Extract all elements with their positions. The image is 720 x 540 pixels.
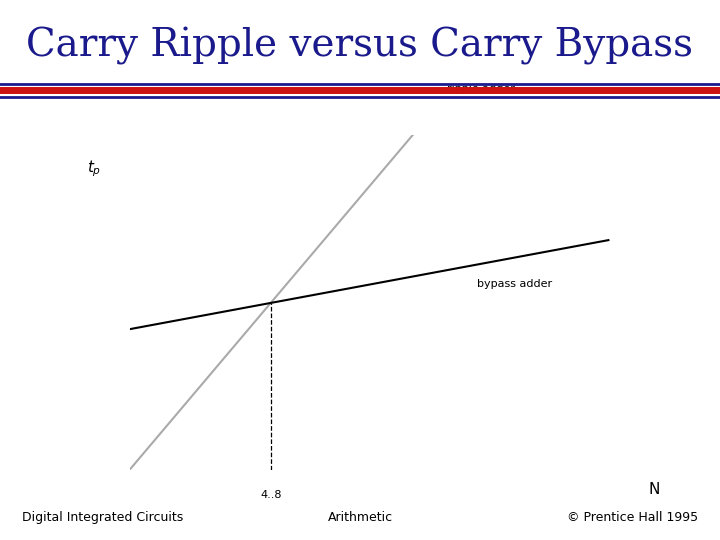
- Text: ripple adder: ripple adder: [447, 84, 515, 93]
- Text: Arithmetic: Arithmetic: [328, 511, 392, 524]
- Text: $t_p$: $t_p$: [87, 158, 102, 179]
- Text: Digital Integrated Circuits: Digital Integrated Circuits: [22, 511, 183, 524]
- Text: 4..8: 4..8: [260, 490, 282, 500]
- Text: N: N: [648, 482, 660, 497]
- Text: © Prentice Hall 1995: © Prentice Hall 1995: [567, 511, 698, 524]
- Text: Carry Ripple versus Carry Bypass: Carry Ripple versus Carry Bypass: [27, 27, 693, 65]
- Text: bypass adder: bypass adder: [477, 279, 552, 289]
